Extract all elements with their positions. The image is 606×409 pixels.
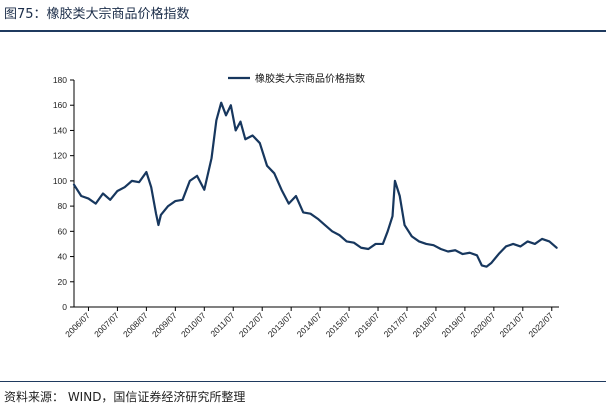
footer-rule <box>0 381 606 382</box>
x-tick-label: 2014/07 <box>295 310 324 339</box>
source-note: 资料来源： WIND，国信证券经济研究所整理 <box>4 390 246 404</box>
y-tick-label: 180 <box>53 75 67 85</box>
x-tick-label: 2015/07 <box>324 310 353 339</box>
x-tick-label: 2013/07 <box>266 310 295 339</box>
title-rule <box>0 30 606 32</box>
x-tick-label: 2008/07 <box>121 310 150 339</box>
x-tick-label: 2021/07 <box>497 310 526 339</box>
y-tick-label: 140 <box>53 125 67 135</box>
y-tick-label: 40 <box>58 252 68 262</box>
x-tick-label: 2022/07 <box>526 310 555 339</box>
x-tick-label: 2012/07 <box>237 310 266 339</box>
figure-title: 图75：橡胶类大宗商品价格指数 <box>4 7 190 22</box>
y-tick-label: 60 <box>58 226 68 236</box>
x-tick-label: 2006/07 <box>63 310 92 339</box>
x-tick-label: 2007/07 <box>92 310 121 339</box>
x-tick-label: 2010/07 <box>179 310 208 339</box>
y-tick-label: 80 <box>58 201 68 211</box>
y-tick-label: 120 <box>53 151 67 161</box>
legend-label: 橡胶类大宗商品价格指数 <box>255 72 365 85</box>
x-tick-label: 2016/07 <box>353 310 382 339</box>
x-tick-label: 2011/07 <box>208 310 237 339</box>
y-tick-label: 0 <box>62 302 67 312</box>
x-tick-label: 2019/07 <box>440 310 469 339</box>
x-tick-label: 2020/07 <box>468 310 497 339</box>
y-tick-label: 20 <box>58 277 68 287</box>
x-tick-label: 2018/07 <box>411 310 440 339</box>
series-line <box>72 101 558 268</box>
x-tick-label: 2017/07 <box>382 310 411 339</box>
y-tick-label: 160 <box>53 100 67 110</box>
x-tick-label: 2009/07 <box>150 310 179 339</box>
y-tick-label: 100 <box>53 176 67 186</box>
